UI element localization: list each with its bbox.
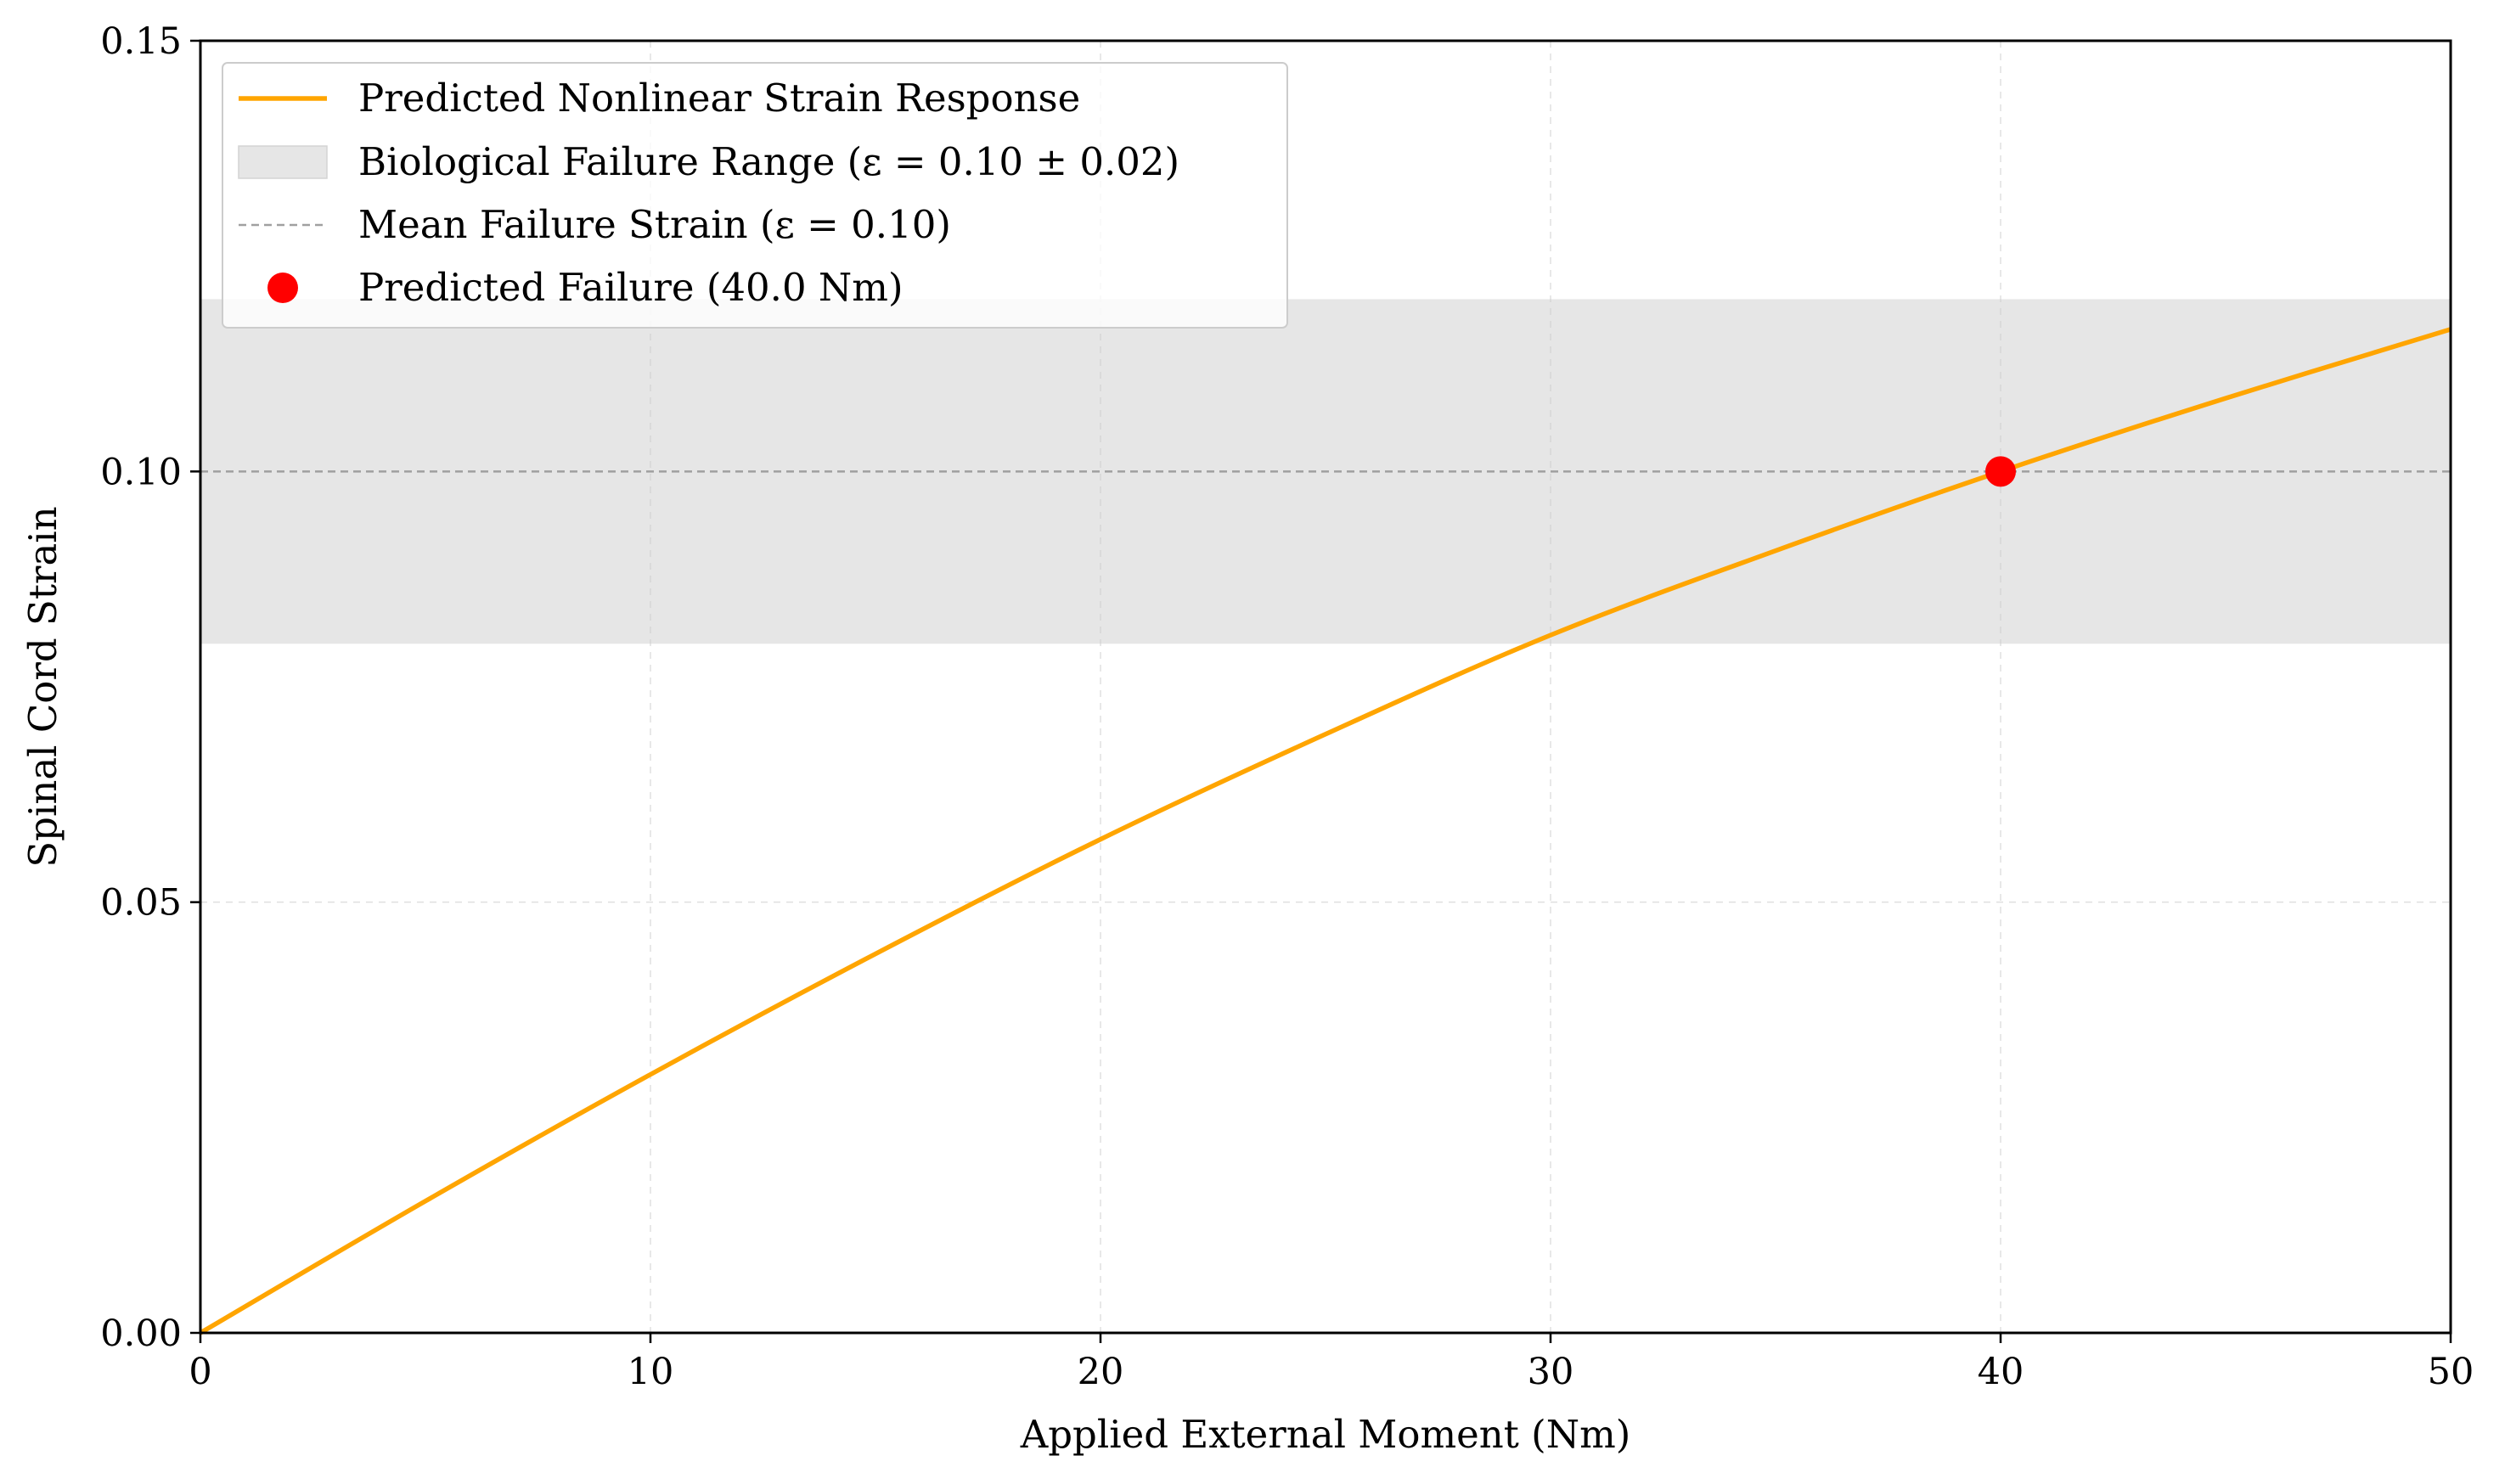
x-axis-label: Applied External Moment (Nm) [1020, 1412, 1631, 1457]
y-tick-label: 0.15 [100, 20, 182, 63]
y-tick-label: 0.10 [100, 451, 182, 493]
x-tick-label: 20 [1078, 1351, 1124, 1393]
predicted-failure-point [1985, 456, 2016, 487]
legend-point-swatch [267, 273, 298, 303]
legend-label-mean-strain: Mean Failure Strain (ε = 0.10) [358, 202, 951, 247]
legend-band-swatch [238, 145, 328, 179]
legend-label-failure-point: Predicted Failure (40.0 Nm) [358, 265, 903, 310]
y-tick-label: 0.00 [100, 1313, 182, 1355]
y-axis-label: Spinal Cord Strain [20, 506, 65, 867]
series-layer [199, 327, 2452, 1335]
failure-point-layer [1985, 456, 2016, 487]
x-tick-label: 0 [189, 1351, 211, 1393]
legend-label-strain-response: Predicted Nonlinear Strain Response [358, 76, 1080, 121]
x-tick-label: 10 [628, 1351, 674, 1393]
strain-response-line [199, 327, 2452, 1335]
axis-layer: 0 10 20 30 40 50 0.00 0.05 0.10 0.15 [100, 20, 2474, 1393]
x-tick-label: 30 [1528, 1351, 1574, 1393]
legend-box [222, 62, 1288, 329]
legend: Predicted Nonlinear Strain Response Biol… [222, 62, 1288, 329]
x-tick-label: 40 [1978, 1351, 2024, 1393]
x-tick-label: 50 [2428, 1351, 2474, 1393]
plot-frame [199, 39, 2452, 1335]
legend-label-failure-range: Biological Failure Range (ε = 0.10 ± 0.0… [358, 139, 1179, 184]
y-tick-label: 0.05 [100, 882, 182, 925]
